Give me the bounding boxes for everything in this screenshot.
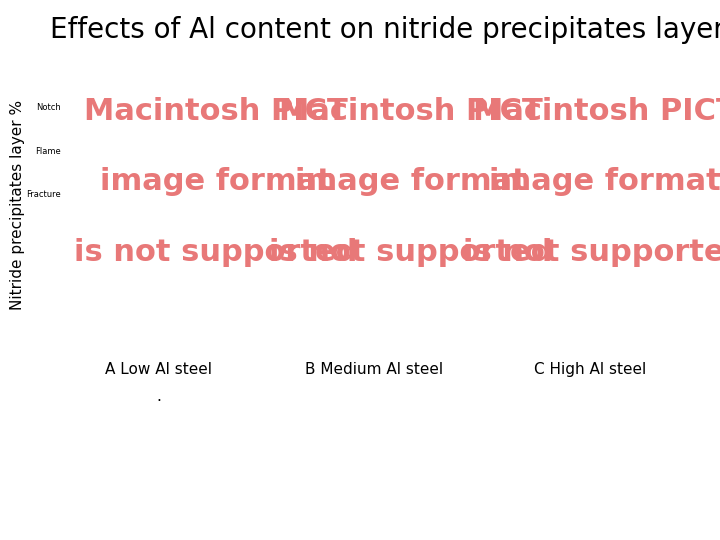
Text: Macintosh PICT: Macintosh PICT — [473, 97, 720, 126]
Text: Effects of Al content on nitride precipitates layer: Effects of Al content on nitride precipi… — [50, 16, 720, 44]
Text: Macintosh PICT: Macintosh PICT — [279, 97, 542, 126]
Text: is not supported: is not supported — [269, 238, 552, 267]
Text: C High Al steel: C High Al steel — [534, 362, 647, 377]
Text: Flame: Flame — [35, 147, 61, 156]
Text: image format: image format — [294, 167, 526, 197]
Text: image format: image format — [100, 167, 332, 197]
Text: .: . — [156, 389, 161, 404]
Text: image format: image format — [489, 167, 720, 197]
Text: Fracture: Fracture — [27, 190, 61, 199]
Text: B Medium Al steel: B Medium Al steel — [305, 362, 444, 377]
Text: is not supported: is not supported — [74, 238, 358, 267]
Text: Notch: Notch — [37, 104, 61, 112]
Text: Nitride precipitates layer %: Nitride precipitates layer % — [11, 100, 25, 310]
Text: is not supported: is not supported — [463, 238, 720, 267]
Text: Macintosh PICT: Macintosh PICT — [84, 97, 348, 126]
Text: A Low Al steel: A Low Al steel — [105, 362, 212, 377]
